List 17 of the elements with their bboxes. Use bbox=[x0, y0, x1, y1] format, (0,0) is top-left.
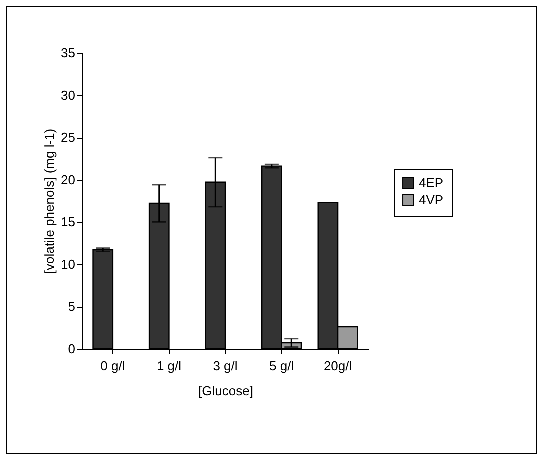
y-tick-label: 35 bbox=[61, 46, 76, 60]
x-tick-label: 0 g/l bbox=[100, 358, 126, 374]
legend-label: 4EP bbox=[419, 176, 444, 190]
x-tick-label: 20g/l bbox=[324, 358, 352, 374]
x-tick-label: 1 g/l bbox=[156, 358, 182, 374]
y-tick-label: 25 bbox=[61, 130, 76, 146]
y-tick-label: 10 bbox=[61, 256, 76, 272]
y-tick-label: 20 bbox=[61, 172, 76, 188]
x-tick-label: 3 g/l bbox=[213, 358, 238, 374]
y-tick-label: 30 bbox=[61, 88, 76, 103]
y-tick-label: 15 bbox=[61, 214, 76, 230]
x-axis-title: [Glucose] bbox=[198, 384, 254, 398]
y-axis-title: [volatile phenols] (mg l-1) bbox=[42, 128, 58, 274]
legend-label: 4VP bbox=[419, 192, 444, 208]
x-tick-label: 5 g/l bbox=[269, 358, 294, 374]
y-tick-label: 5 bbox=[68, 299, 76, 314]
y-tick-label: 0 bbox=[68, 342, 76, 356]
